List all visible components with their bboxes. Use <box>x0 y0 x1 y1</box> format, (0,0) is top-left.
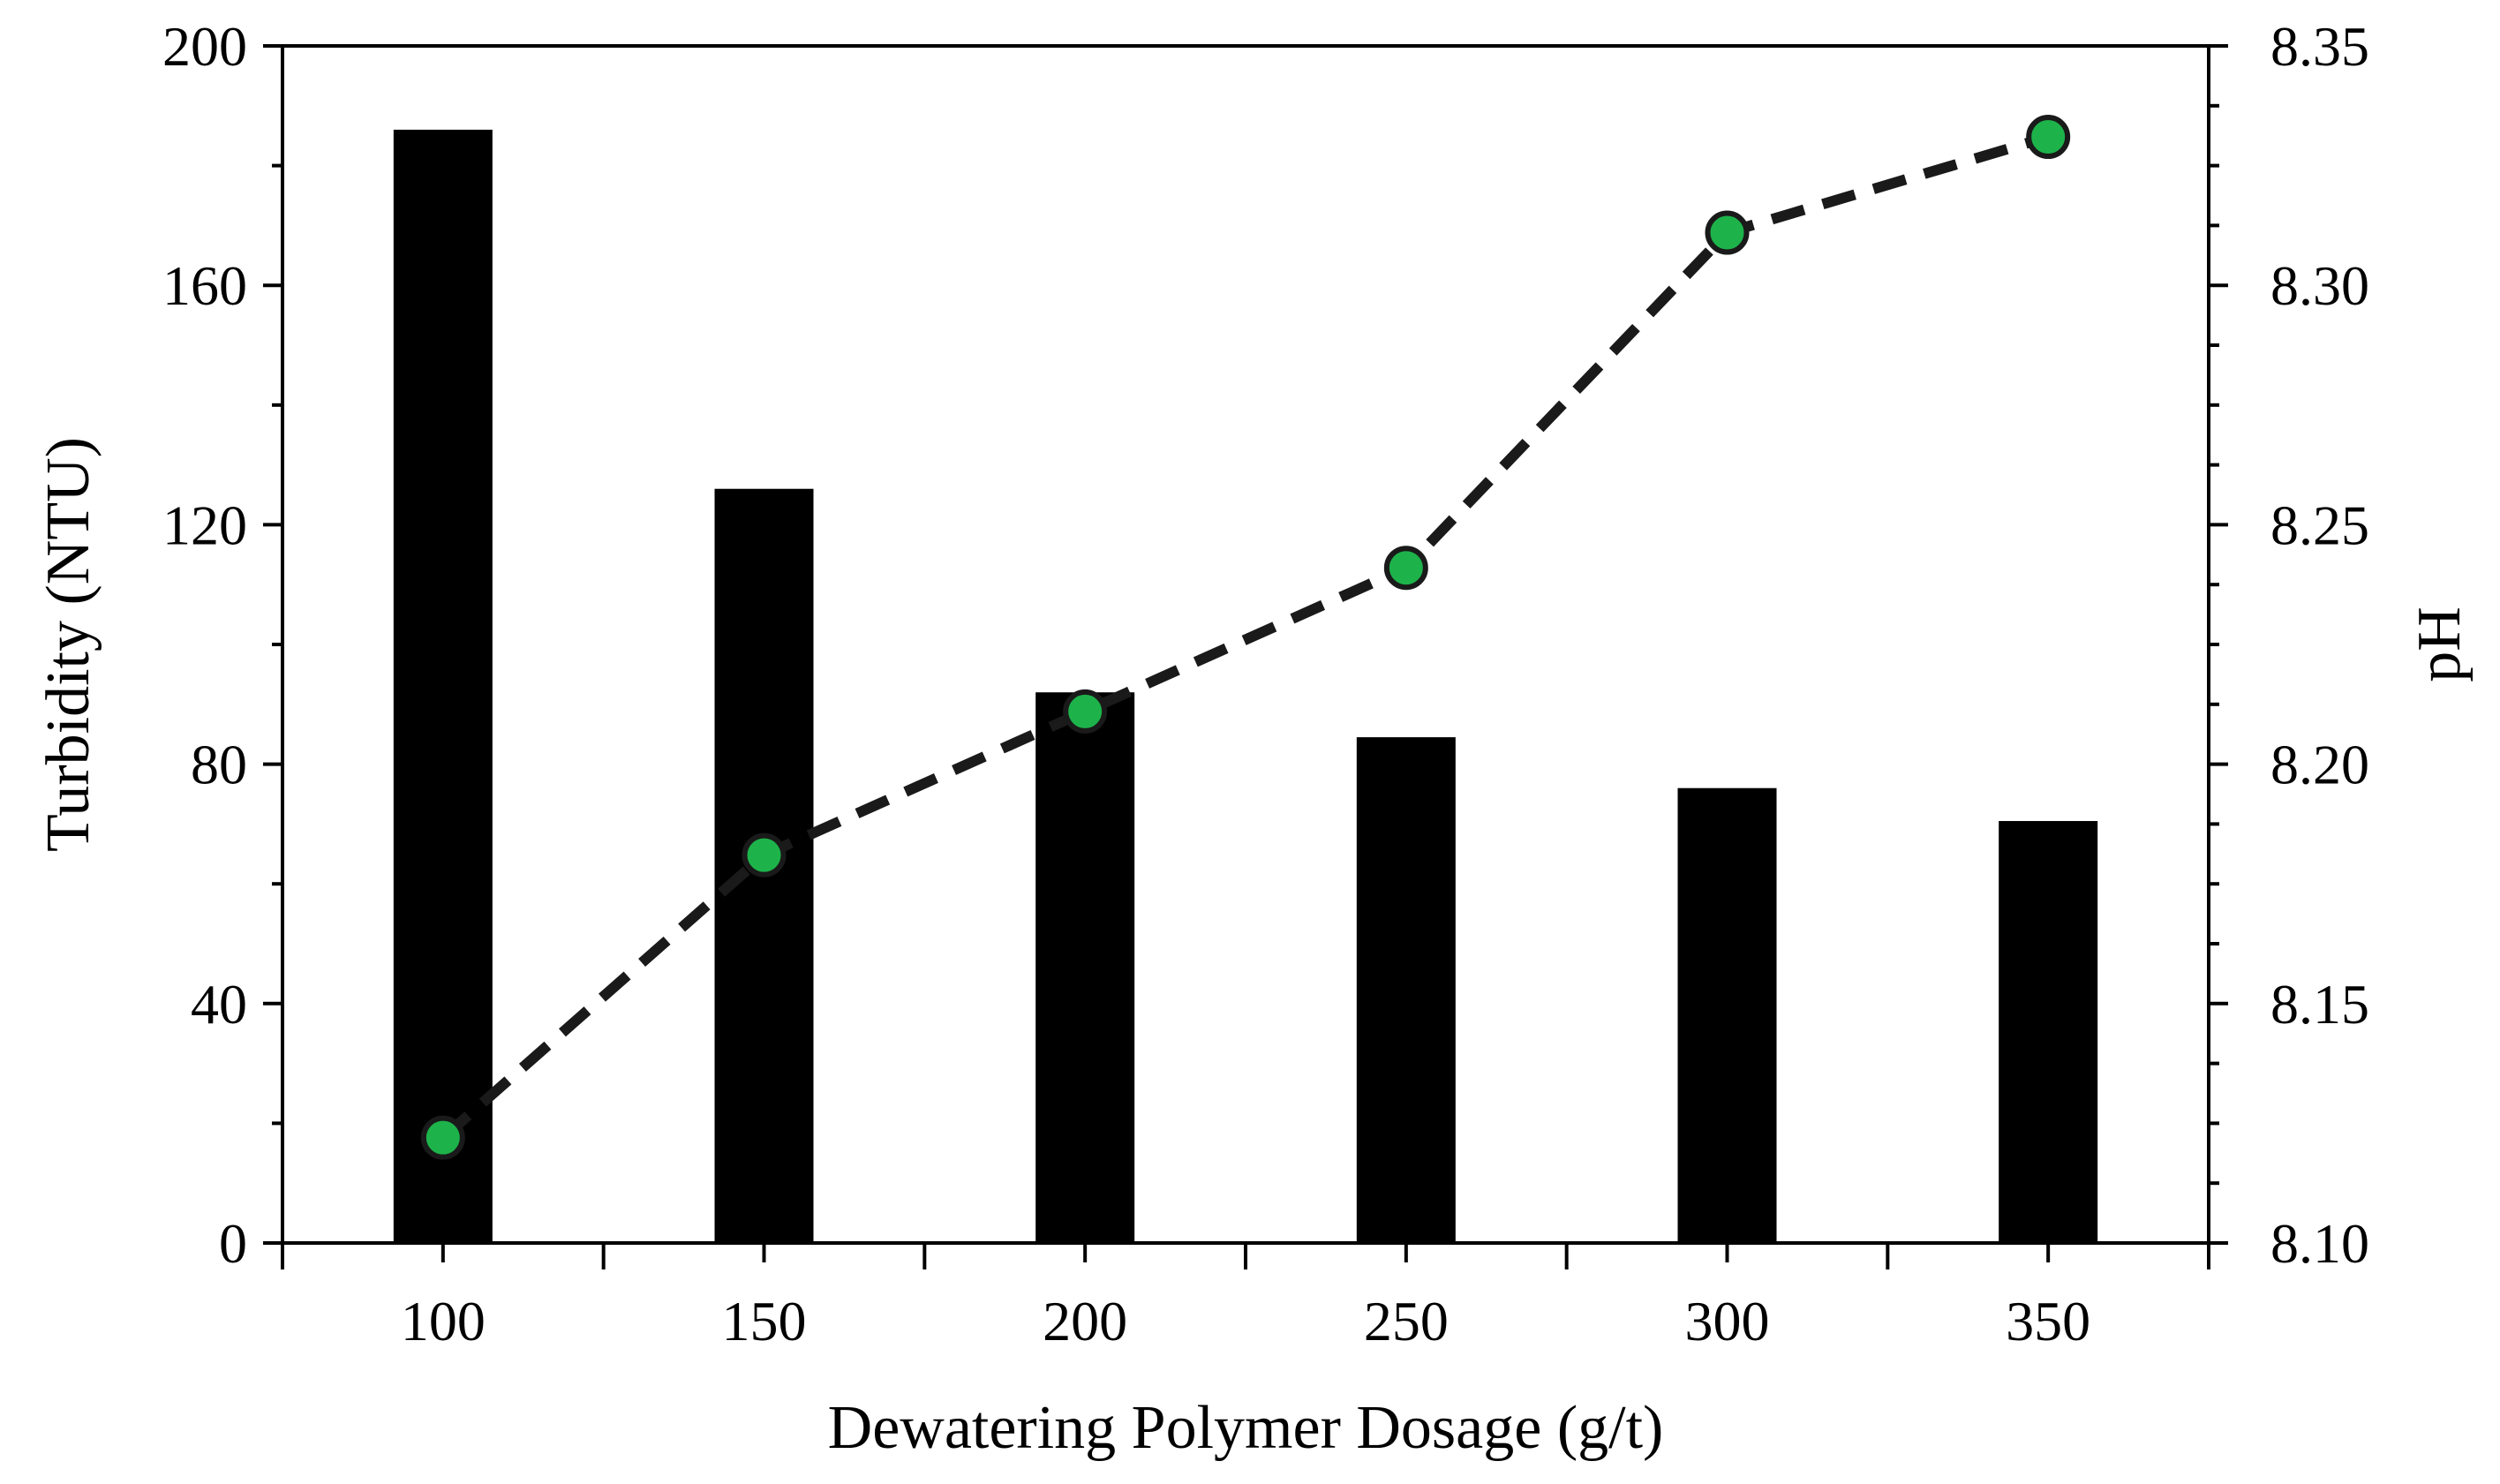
right-y-tick-label: 8.35 <box>2270 15 2369 78</box>
labels-layer: 0 40 80 120 160 200 8.10 8.15 8.20 8.25 8.30 8.35 10… <box>34 15 2474 1462</box>
x-tick-label: 150 <box>722 1290 807 1352</box>
axes-layer <box>263 44 2228 1269</box>
right-y-tick-label: 8.10 <box>2270 1212 2369 1275</box>
right-y-tick-label: 8.30 <box>2270 254 2369 317</box>
ph-point <box>742 832 787 878</box>
left-y-tick-label: 120 <box>162 493 247 556</box>
right-y-tick-label: 8.25 <box>2270 493 2369 556</box>
x-axis-title: Dewatering Polymer Dosage (g/t) <box>828 1394 1664 1462</box>
left-y-axis-title: Turbidity (NTU) <box>34 437 102 852</box>
turbidity-bar <box>1035 692 1135 1243</box>
x-tick-label: 300 <box>1685 1290 1770 1352</box>
ph-line <box>439 132 2050 1142</box>
ph-point <box>1383 546 1428 591</box>
ph-point <box>1705 210 1750 255</box>
bars-layer <box>393 129 2098 1243</box>
right-y-tick-label: 8.20 <box>2270 734 2369 796</box>
left-y-tick-label: 40 <box>191 973 247 1036</box>
x-tick-label: 200 <box>1043 1290 1127 1352</box>
x-tick-label: 100 <box>401 1290 486 1352</box>
turbidity-bar <box>1677 787 1777 1243</box>
right-y-tick-label: 8.15 <box>2270 973 2369 1036</box>
ph-point <box>2026 115 2071 160</box>
ph-point <box>1063 689 1108 734</box>
left-y-tick-label: 200 <box>162 15 247 78</box>
turbidity-bar <box>393 129 493 1243</box>
right-y-axis-title: pH <box>2406 606 2474 682</box>
turbidity-bar <box>1999 821 2098 1243</box>
x-tick-label: 350 <box>2006 1290 2090 1352</box>
left-y-tick-label: 80 <box>191 734 247 796</box>
x-tick-label: 250 <box>1364 1290 1449 1352</box>
turbidity-bar <box>1356 737 1456 1243</box>
line-layer <box>420 115 2071 1160</box>
ph-point <box>420 1115 465 1160</box>
left-y-tick-label: 160 <box>162 254 247 317</box>
left-y-tick-label: 0 <box>219 1212 247 1275</box>
